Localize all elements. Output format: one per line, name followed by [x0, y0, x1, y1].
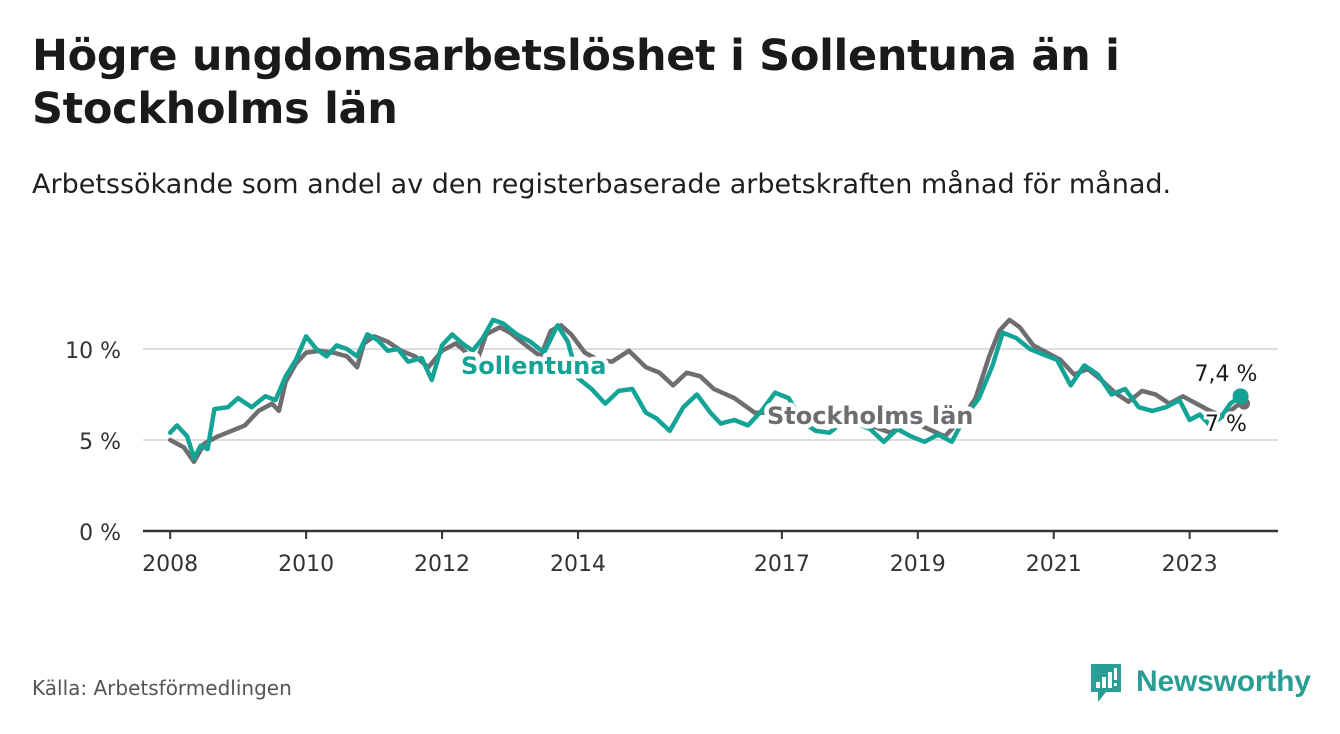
brand-logo[interactable]: Newsworthy: [1088, 660, 1311, 704]
brand-name: Newsworthy: [1136, 665, 1311, 698]
x-tick-label: 2017: [754, 552, 810, 577]
x-tick-label: 2019: [890, 552, 946, 577]
chart-title: Högre ungdomsarbetslöshet i Sollentuna ä…: [32, 31, 1120, 134]
series-line-sollentuna: [167, 317, 1243, 461]
series-label-stockholms-lan: Stockholms län: [767, 402, 973, 430]
x-tick-label: 2023: [1162, 552, 1218, 577]
end-value-label-stockholms-lan: 7 %: [1205, 412, 1247, 437]
end-value-label-sollentuna: 7,4 %: [1195, 362, 1258, 387]
series-label-sollentuna: Sollentuna: [461, 352, 606, 380]
x-tick-label: 2008: [142, 552, 198, 577]
y-tick-label: 10 %: [65, 339, 121, 364]
x-tick-label: 2014: [550, 552, 606, 577]
series-end-marker-sollentuna: [1232, 388, 1249, 405]
source-note: Källa: Arbetsförmedlingen: [32, 676, 292, 700]
newsworthy-logo-icon: [1091, 664, 1121, 702]
x-tick-label: 2021: [1026, 552, 1082, 577]
y-tick-label: 0 %: [79, 521, 121, 546]
x-tick-label: 2012: [414, 552, 470, 577]
y-tick-label: 5 %: [79, 430, 121, 455]
x-tick-label: 2010: [278, 552, 334, 577]
chart-subtitle: Arbetssökande som andel av den registerb…: [32, 169, 1172, 200]
